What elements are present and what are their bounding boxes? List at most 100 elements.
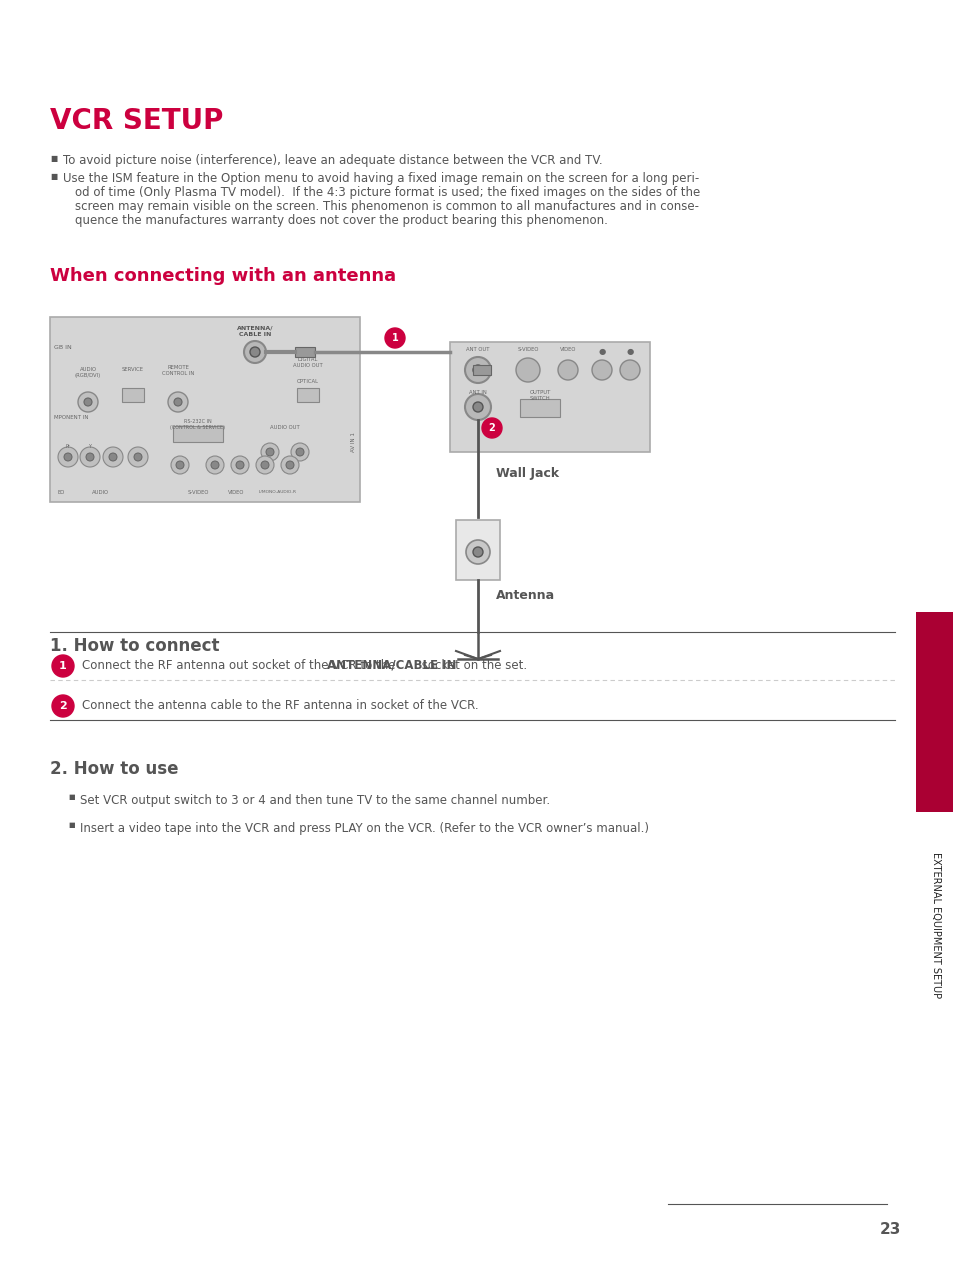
Text: RS-232C IN
(CONTROL & SERVICE): RS-232C IN (CONTROL & SERVICE): [171, 418, 225, 430]
Circle shape: [592, 360, 612, 380]
Bar: [172, 426, 223, 441]
Circle shape: [281, 455, 298, 474]
Bar: [456, 520, 499, 580]
Circle shape: [84, 398, 91, 406]
Text: S-VIDEO: S-VIDEO: [187, 490, 209, 495]
Text: GB IN: GB IN: [54, 345, 71, 350]
Text: DIGITAL
AUDIO OUT: DIGITAL AUDIO OUT: [293, 357, 322, 368]
Circle shape: [473, 365, 482, 375]
Circle shape: [80, 446, 100, 467]
Text: ■: ■: [50, 154, 57, 163]
Circle shape: [261, 460, 269, 469]
Text: 2: 2: [488, 424, 495, 432]
Circle shape: [473, 547, 482, 557]
Text: VIDEO: VIDEO: [559, 347, 576, 352]
Circle shape: [103, 446, 123, 467]
Text: 1: 1: [59, 661, 67, 672]
Circle shape: [231, 455, 249, 474]
Bar: [294, 347, 314, 357]
Circle shape: [109, 453, 117, 460]
Text: OUTPUT
SWITCH: OUTPUT SWITCH: [529, 391, 550, 401]
Circle shape: [171, 455, 189, 474]
Circle shape: [133, 453, 142, 460]
Circle shape: [465, 541, 490, 563]
Text: od of time (Only Plasma TV model).  If the 4:3 picture format is used; the fixed: od of time (Only Plasma TV model). If th…: [75, 186, 700, 198]
Bar: [296, 388, 318, 402]
Circle shape: [516, 357, 539, 382]
Text: 2. How to use: 2. How to use: [50, 759, 178, 778]
Text: ●: ●: [626, 347, 633, 356]
Text: AUDIO
(RGB/DVI): AUDIO (RGB/DVI): [74, 368, 101, 378]
Circle shape: [261, 443, 278, 460]
Text: SERVICE: SERVICE: [122, 368, 144, 371]
Text: ■: ■: [68, 822, 74, 828]
Text: To avoid picture noise (interference), leave an adequate distance between the VC: To avoid picture noise (interference), l…: [63, 154, 602, 167]
Circle shape: [52, 695, 74, 717]
Text: Pr: Pr: [66, 444, 71, 449]
Circle shape: [291, 443, 309, 460]
Text: quence the manufactures warranty does not cover the product bearing this phenome: quence the manufactures warranty does no…: [75, 214, 607, 226]
Circle shape: [244, 341, 266, 363]
Circle shape: [464, 357, 491, 383]
Circle shape: [481, 418, 501, 438]
Circle shape: [64, 453, 71, 460]
Text: screen may remain visible on the screen. This phenomenon is common to all manufa: screen may remain visible on the screen.…: [75, 200, 699, 212]
Bar: [915, 612, 953, 812]
Text: 23: 23: [879, 1222, 900, 1236]
Circle shape: [286, 460, 294, 469]
Text: REMOTE
CONTROL IN: REMOTE CONTROL IN: [162, 365, 193, 375]
Circle shape: [250, 347, 260, 357]
Circle shape: [168, 392, 188, 412]
Text: When connecting with an antenna: When connecting with an antenna: [50, 267, 395, 285]
Circle shape: [86, 453, 94, 460]
Text: Insert a video tape into the VCR and press PLAY on the VCR. (Refer to the VCR ow: Insert a video tape into the VCR and pre…: [80, 822, 648, 834]
Circle shape: [52, 655, 74, 677]
Text: Connect the antenna cable to the RF antenna in socket of the VCR.: Connect the antenna cable to the RF ante…: [82, 700, 478, 712]
Circle shape: [58, 446, 78, 467]
Circle shape: [128, 446, 148, 467]
Text: VIDEO: VIDEO: [228, 490, 244, 495]
Text: ANTENNA/CABLE IN: ANTENNA/CABLE IN: [327, 659, 456, 672]
Text: 1. How to connect: 1. How to connect: [50, 637, 219, 655]
Circle shape: [235, 460, 244, 469]
Text: ANTENNA/: ANTENNA/: [236, 326, 273, 329]
Text: AV IN 1: AV IN 1: [351, 432, 355, 452]
Text: AUDIO: AUDIO: [91, 490, 109, 495]
Text: MPONENT IN: MPONENT IN: [54, 415, 89, 420]
Text: L/MONO-AUDIO-R: L/MONO-AUDIO-R: [258, 490, 296, 494]
Circle shape: [464, 394, 491, 420]
Circle shape: [255, 455, 274, 474]
Bar: [122, 388, 144, 402]
Text: ANT IN: ANT IN: [469, 391, 486, 396]
Text: EO: EO: [58, 490, 65, 495]
Bar: [473, 365, 491, 375]
Text: Wall Jack: Wall Jack: [496, 467, 558, 480]
Circle shape: [175, 460, 184, 469]
Circle shape: [385, 328, 405, 349]
Text: ●: ●: [598, 347, 605, 356]
Circle shape: [173, 398, 182, 406]
Text: ■: ■: [50, 172, 57, 181]
Text: EXTERNAL EQUIPMENT SETUP: EXTERNAL EQUIPMENT SETUP: [930, 852, 940, 999]
Text: Set VCR output switch to 3 or 4 and then tune TV to the same channel number.: Set VCR output switch to 3 or 4 and then…: [80, 794, 550, 806]
Text: CABLE IN: CABLE IN: [238, 332, 271, 337]
Bar: [519, 399, 559, 417]
Circle shape: [619, 360, 639, 380]
Circle shape: [558, 360, 578, 380]
Circle shape: [473, 402, 482, 412]
Text: S-VIDEO: S-VIDEO: [517, 347, 538, 352]
Text: AUDIO OUT: AUDIO OUT: [270, 425, 299, 430]
Text: Use the ISM feature in the Option menu to avoid having a fixed image remain on t: Use the ISM feature in the Option menu t…: [63, 172, 699, 184]
Circle shape: [295, 448, 304, 455]
Circle shape: [78, 392, 98, 412]
Text: Y: Y: [89, 444, 91, 449]
Text: Connect the RF antenna out socket of the VCR to the: Connect the RF antenna out socket of the…: [82, 659, 399, 672]
Text: Antenna: Antenna: [496, 589, 555, 602]
Circle shape: [206, 455, 224, 474]
Text: OPTICAL: OPTICAL: [296, 379, 318, 384]
Circle shape: [211, 460, 219, 469]
Bar: [50, 317, 359, 502]
Text: ■: ■: [68, 794, 74, 800]
Text: 1: 1: [392, 333, 398, 343]
Text: socket on the set.: socket on the set.: [417, 659, 526, 672]
